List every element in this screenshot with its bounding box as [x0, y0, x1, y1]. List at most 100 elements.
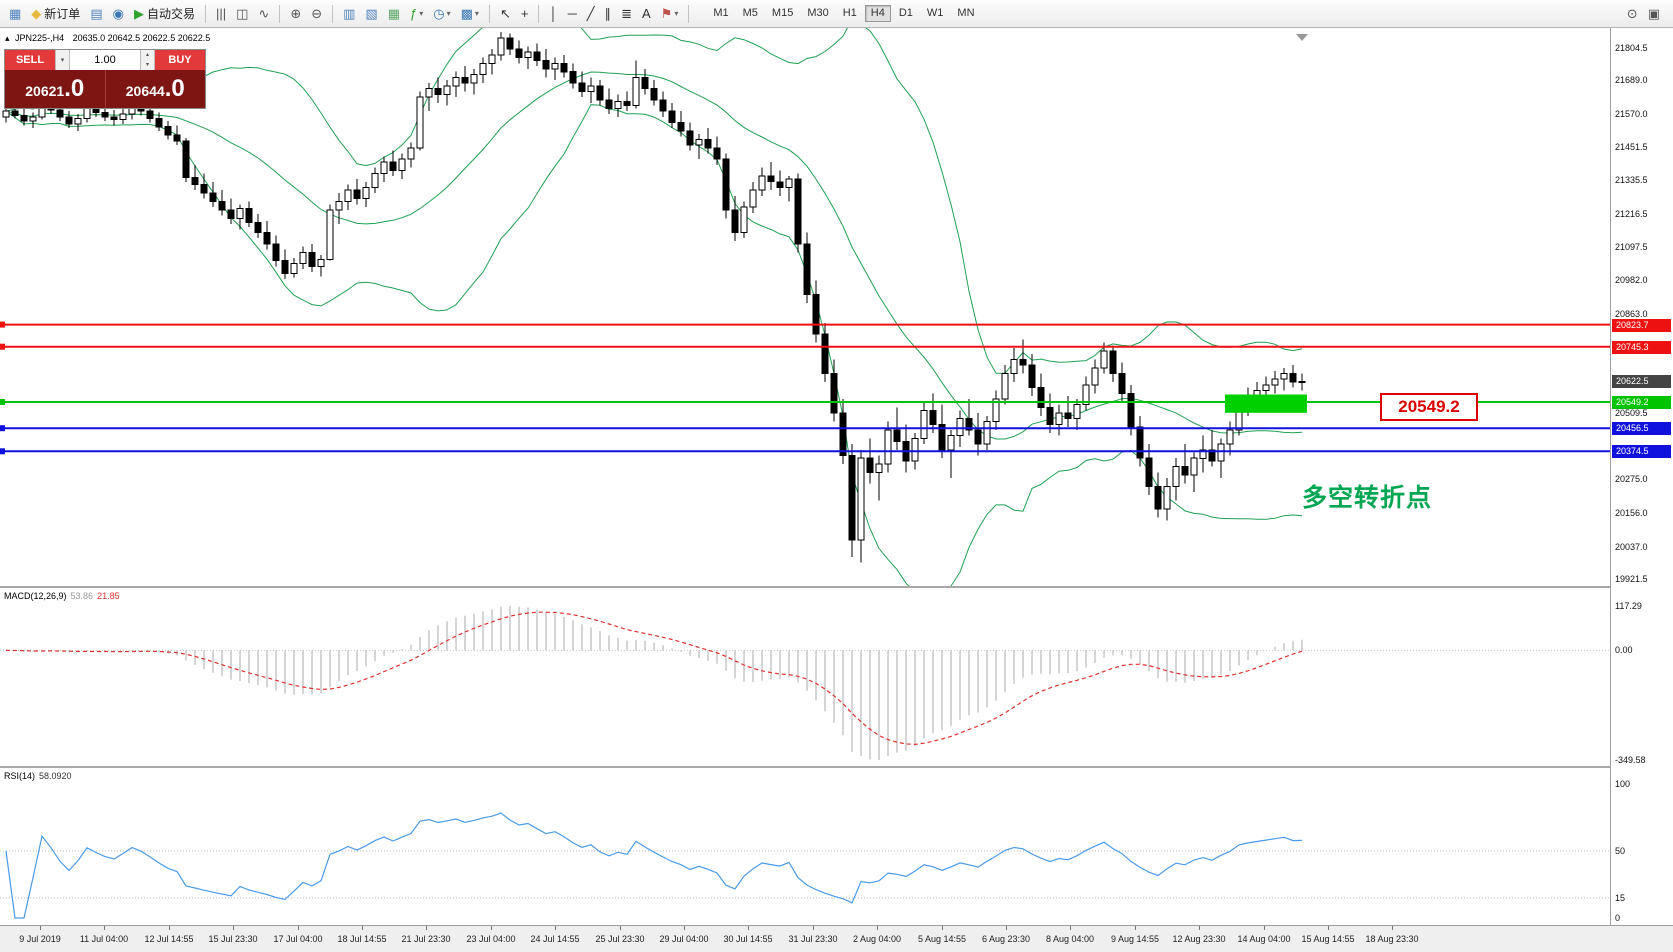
timeframe-m1[interactable]: M1 [713, 7, 729, 19]
macd-value-signal: 21.85 [97, 591, 120, 601]
fibonacci-icon[interactable]: ≣ [617, 3, 636, 25]
sell-button[interactable]: SELL [5, 50, 55, 70]
shapes-icon: ⚑ [660, 6, 673, 21]
time-label: 6 Aug 23:30 [981, 934, 1031, 944]
timeframe-w1[interactable]: W1 [926, 7, 944, 19]
price-tick: 19921.5 [1615, 574, 1648, 585]
toolbar-separator [488, 4, 490, 23]
time-label: 14 Aug 04:00 [1237, 934, 1291, 944]
macd-name: MACD(12,26,9) [4, 591, 67, 601]
crosshair-icon[interactable]: + [517, 3, 533, 25]
timeframe-group: M1 M5 M15 M30 H1 H4 D1 W1 MN [706, 5, 981, 22]
price-axis[interactable]: 21804.5 21689.0 21570.0 21451.5 21335.5 21216… [1610, 28, 1673, 925]
time-label: 31 Jul 23:30 [788, 934, 838, 944]
shapes-icon[interactable]: ⚑ ▾ [657, 3, 683, 25]
panel-divider[interactable] [0, 766, 1673, 768]
vertical-line-icon: │ [549, 6, 558, 21]
rsi-axis-label: 0 [1615, 913, 1621, 923]
new-order-button-label: 新订单 [44, 7, 81, 21]
buy-button[interactable]: BUY [155, 50, 205, 70]
rsi-label: RSI(14) 58.0920 [4, 771, 76, 781]
zoom-out-icon[interactable]: ⊖ [307, 3, 326, 25]
text-icon: A [642, 6, 651, 21]
templates-icon[interactable]: ▩ ▾ [457, 3, 483, 25]
sell-price-main: 20621 [25, 83, 65, 99]
time-tick [298, 926, 299, 930]
buy-price-main: 20644 [125, 83, 165, 99]
candle-chart-icon[interactable]: ◫ [232, 3, 252, 25]
indicators-icon[interactable]: ƒ ▾ [406, 3, 427, 25]
volume-decrease-button[interactable]: ▾ [141, 60, 154, 70]
trendline-icon[interactable]: ╱ [583, 3, 599, 25]
rsi-axis-label: 100 [1615, 779, 1631, 789]
time-label: 12 Jul 14:55 [144, 934, 194, 944]
volume-input[interactable]: 1.00 [70, 50, 140, 70]
line-edge-marker [0, 399, 5, 405]
templates-icon: ▩ [460, 6, 473, 21]
search-icon[interactable]: ⊙ [1623, 3, 1642, 25]
time-tick [169, 926, 170, 930]
periods-icon[interactable]: ◷ ▾ [429, 3, 454, 25]
toolbar-separator [332, 4, 334, 23]
macd-panel[interactable]: MACD(12,26,9) 53.86 21.85 [0, 588, 1610, 768]
new-order-button[interactable]: ◆ 新订单 [27, 3, 84, 25]
timeframe-mn[interactable]: MN [957, 7, 975, 19]
bar-chart-icon: ||| [215, 6, 227, 21]
timeframe-m15[interactable]: M15 [771, 7, 794, 19]
autotrading-button[interactable]: ▶ 自动交易 [130, 3, 199, 25]
panels-icon[interactable]: ▣ [1644, 3, 1664, 25]
periods-icon: ◷ [433, 6, 445, 21]
line-chart-icon[interactable]: ∿ [254, 3, 273, 25]
candlestick-chart[interactable] [0, 28, 1610, 588]
sell-price[interactable]: 20621.0 [5, 70, 106, 108]
vertical-line-icon[interactable]: │ [545, 3, 561, 25]
grid-icon[interactable]: ▦ [384, 3, 404, 25]
new-chart-icon[interactable]: ▦ [5, 3, 25, 25]
timeframe-h4[interactable]: H4 [864, 5, 891, 22]
price-tick: 21570.0 [1615, 109, 1648, 120]
fibonacci-icon: ≣ [621, 6, 633, 21]
bar-chart-icon[interactable]: ||| [212, 3, 230, 25]
time-label: 23 Jul 04:00 [466, 934, 516, 944]
rsi-axis-label: 15 [1615, 892, 1626, 903]
time-tick [491, 926, 492, 930]
rsi-panel[interactable]: RSI(14) 58.0920 [0, 768, 1610, 925]
cursor-icon[interactable]: ↖ [496, 3, 515, 25]
trade-panel-toggle[interactable]: ▴ [5, 33, 10, 43]
horizontal-line-icon[interactable]: ─ [564, 3, 581, 25]
time-tick [748, 926, 749, 930]
auto-arrange-icon: ▧ [365, 6, 378, 21]
zoom-in-icon[interactable]: ⊕ [286, 3, 305, 25]
macd-axis-label: 117.29 [1615, 601, 1642, 611]
autotrading-button-label: 自动交易 [146, 7, 195, 21]
tile-windows-icon[interactable]: ▥ [339, 3, 359, 25]
timeframe-d1[interactable]: D1 [898, 7, 913, 19]
highlight-zone[interactable] [1225, 394, 1307, 413]
profiles-icon[interactable]: ▤ [86, 3, 106, 25]
text-icon[interactable]: A [638, 3, 655, 25]
panel-divider[interactable] [0, 586, 1673, 588]
volume-stepper: ▴ ▾ [140, 50, 155, 70]
timeframe-h1[interactable]: H1 [842, 7, 857, 19]
macd-signal-line [5, 611, 1303, 746]
buy-price[interactable]: 20644.0 [106, 70, 206, 108]
timeframe-m30[interactable]: M30 [807, 7, 829, 19]
time-axis[interactable]: 9 Jul 2019 11 Jul 04:00 12 Jul 14:55 15 Jul… [0, 925, 1673, 952]
volume-increase-button[interactable]: ▴ [141, 50, 154, 60]
rsi-line [5, 812, 1303, 919]
channel-icon[interactable]: ∥ [601, 3, 616, 25]
bollinger-middle-band [5, 71, 1303, 440]
auto-arrange-icon[interactable]: ▧ [361, 3, 381, 25]
timeframe-m5[interactable]: M5 [742, 7, 758, 19]
buy-price-frac: .0 [164, 75, 185, 102]
volume-dropdown-icon[interactable]: ▾ [55, 50, 70, 70]
main-chart-panel[interactable]: ▴ JPN225-,H4 20635.0 20642.5 20622.5 206… [0, 28, 1610, 588]
time-tick [104, 926, 105, 930]
data-window-icon[interactable]: ◉ [109, 3, 128, 25]
time-label: 9 Jul 2019 [19, 934, 61, 944]
price-tick: 21335.5 [1615, 175, 1648, 186]
time-tick [426, 926, 427, 930]
price-tag: 20374.5 [1612, 445, 1671, 459]
price-level-callout[interactable]: 20549.2 [1380, 393, 1478, 421]
chart-shift-marker[interactable] [1296, 34, 1308, 41]
